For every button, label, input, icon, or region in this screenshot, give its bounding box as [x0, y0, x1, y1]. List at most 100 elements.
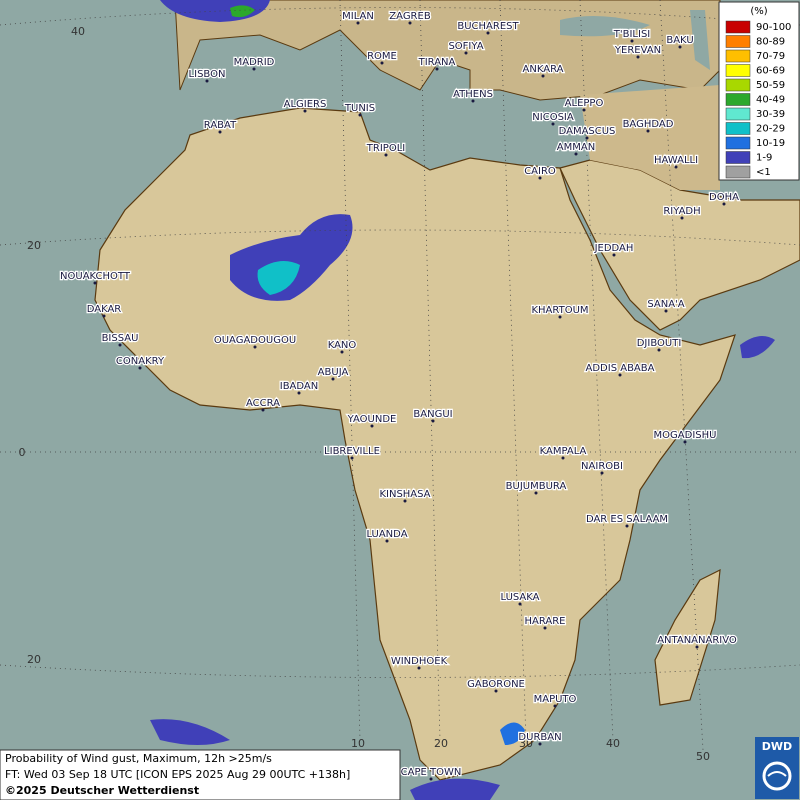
footer-line: ©2025 Deutscher Wetterdienst: [5, 784, 199, 797]
city-dot: [384, 153, 388, 157]
city-dot: [370, 424, 374, 428]
city-dot: [340, 350, 344, 354]
latitude-label: 40: [71, 25, 85, 38]
city-dot: [534, 491, 538, 495]
city-dot: [543, 626, 547, 630]
city-label: NAIROBI: [581, 461, 623, 472]
city-dot: [538, 742, 542, 746]
city-label: ALEPPO: [565, 98, 604, 109]
gust-area: [230, 5, 255, 18]
gust-area: [257, 261, 300, 295]
city-dot: [674, 165, 678, 169]
city-dot: [205, 79, 209, 83]
city-dot: [722, 202, 726, 206]
city-label: GABORONE: [467, 679, 525, 690]
city-label: KAMPALA: [540, 446, 587, 457]
city-label: OUAGADOUGOU: [214, 335, 296, 346]
legend-swatch: [725, 107, 751, 121]
city-dot: [551, 122, 555, 126]
city-dot: [356, 21, 360, 25]
city-dot: [261, 408, 265, 412]
city-label: MAPUTO: [534, 694, 577, 705]
arabia-land: [559, 159, 800, 331]
city-label: TIRANA: [418, 57, 456, 68]
city-dot: [585, 136, 589, 140]
city-label: YEREVAN: [614, 45, 661, 56]
city-label: RABAT: [204, 120, 237, 131]
legend-label: 10-19: [756, 138, 785, 149]
city-label: CAPE TOWN: [401, 767, 462, 778]
city-dot: [538, 176, 542, 180]
city-dot: [561, 456, 565, 460]
city-label: LIBREVILLE: [324, 446, 380, 457]
footer-line: Probability of Wind gust, Maximum, 12h >…: [5, 752, 272, 765]
city-label: ALGIERS: [284, 99, 327, 110]
city-label: RIYADH: [663, 206, 700, 217]
city-dot: [118, 343, 122, 347]
logo-text: DWD: [762, 740, 792, 753]
city-dot: [695, 645, 699, 649]
city-dot: [253, 345, 257, 349]
city-label: BISSAU: [102, 333, 139, 344]
middle-east-land: [580, 85, 720, 190]
legend-swatch: [725, 165, 751, 179]
city-label: SOFIYA: [448, 41, 483, 52]
city-dot: [618, 373, 622, 377]
city-label: LUANDA: [366, 529, 407, 540]
city-dot: [678, 45, 682, 49]
city-dot: [218, 130, 222, 134]
legend-label: <1: [756, 167, 771, 178]
city-dot: [102, 314, 106, 318]
city-label: DAKAR: [87, 304, 122, 315]
city-dot: [417, 666, 421, 670]
city-dot: [358, 113, 362, 117]
gust-area: [150, 719, 230, 745]
footer: Probability of Wind gust, Maximum, 12h >…: [0, 749, 401, 800]
gust-area: [410, 778, 500, 800]
city-label: SANA'A: [647, 299, 684, 310]
labels: 40 20 0 20 10 20 30 40 50 MILAN ZAGREB BUCHAREST SOF…: [19, 10, 775, 781]
latitude-label: 20: [27, 653, 41, 666]
city-dot: [558, 315, 562, 319]
legend-swatch: [725, 64, 751, 77]
city-label: JEDDAH: [594, 243, 634, 254]
city-dot: [464, 51, 468, 55]
city-label: NICOSIA: [532, 112, 574, 123]
city-dot: [403, 499, 407, 503]
grid-line: [659, 0, 704, 751]
city-dot: [657, 348, 661, 352]
logo-mark: [767, 771, 787, 777]
city-label: HAWALLI: [654, 155, 698, 166]
longitude-label: 40: [606, 737, 620, 750]
city-dot: [680, 216, 684, 220]
city-dot: [664, 309, 668, 313]
caspian-sea: [690, 10, 710, 70]
city-dot: [636, 55, 640, 59]
city-dot: [331, 377, 335, 381]
city-label: DURBAN: [518, 732, 561, 743]
city-dot: [252, 67, 256, 71]
city-label: BUJUMBURA: [506, 481, 567, 492]
city-dot: [471, 99, 475, 103]
city-label: TRIPOLI: [366, 143, 405, 154]
legend-swatch: [725, 93, 751, 106]
city-dot: [297, 391, 301, 395]
city-label: LUSAKA: [501, 592, 540, 603]
city-label: BAKU: [666, 35, 693, 46]
city-label: CAIRO: [524, 166, 556, 177]
footer-line: FT: Wed 03 Sep 18 UTC [ICON EPS 2025 Aug…: [5, 768, 350, 781]
legend-label: 60-69: [756, 66, 785, 77]
city-dot: [138, 366, 142, 370]
city-dot: [429, 777, 433, 781]
city-dot: [303, 109, 307, 113]
grid-line: [579, 0, 614, 741]
legend-unit: (%): [750, 6, 767, 17]
city-label: NOUAKCHOTT: [60, 271, 131, 282]
city-dot: [582, 108, 586, 112]
madagascar: [654, 568, 721, 706]
black-sea: [560, 16, 650, 37]
legend-label: 30-39: [756, 109, 785, 120]
longitude-label: 20: [434, 737, 448, 750]
city-label: MOGADISHU: [654, 430, 717, 441]
